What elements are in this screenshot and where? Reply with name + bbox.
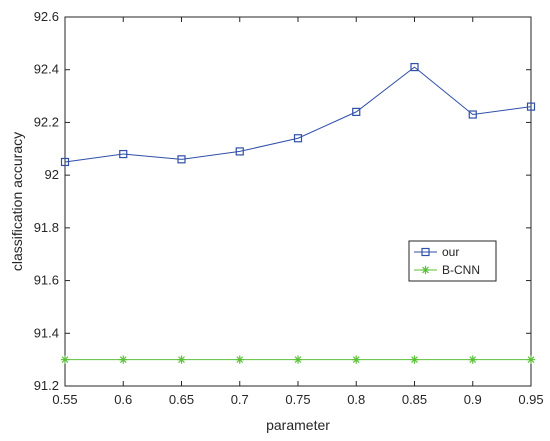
y-axis-label: classification accuracy — [9, 132, 25, 271]
x-tick-label: 0.65 — [169, 392, 194, 407]
data-point-our — [410, 62, 419, 72]
data-point-our — [60, 157, 70, 167]
legend-box — [408, 240, 497, 282]
data-point-b-cnn — [60, 355, 70, 364]
legend-marker — [421, 247, 430, 257]
data-point-b-cnn — [352, 355, 361, 364]
x-tick-label: 0.95 — [518, 392, 543, 407]
data-point-our — [177, 155, 186, 164]
x-tick-label: 0.6 — [114, 392, 132, 407]
data-point-b-cnn — [235, 355, 244, 364]
data-point-our — [235, 147, 244, 156]
data-point-our — [468, 110, 477, 119]
asterisk-stroke — [527, 356, 535, 364]
asterisk-stroke — [294, 356, 302, 364]
x-axis-label: parameter — [266, 417, 330, 433]
y-tick-label: 91.8 — [34, 220, 59, 235]
series-line-our — [64, 66, 532, 163]
asterisk-stroke — [119, 356, 127, 364]
legend-label: B-CNN — [442, 263, 480, 277]
asterisk-stroke — [61, 356, 69, 364]
x-tick-label: 0.9 — [464, 392, 482, 407]
data-point-b-cnn — [293, 355, 303, 364]
y-tick-label: 91.2 — [34, 378, 59, 393]
data-point-b-cnn — [526, 355, 536, 364]
series-layer — [60, 62, 536, 364]
y-tick-label: 91.6 — [34, 273, 59, 288]
data-point-b-cnn — [177, 355, 186, 364]
data-point-b-cnn — [468, 355, 477, 364]
data-point-our — [293, 134, 303, 143]
y-tick-label: 92.6 — [34, 9, 59, 24]
x-tick-label: 0.8 — [347, 392, 365, 407]
asterisk-stroke — [422, 266, 429, 274]
legend-label: our — [442, 245, 459, 259]
y-tick-label: 91.4 — [34, 325, 59, 340]
asterisk-stroke — [469, 356, 477, 364]
x-tick-label: 0.85 — [402, 392, 427, 407]
x-tick-label: 0.75 — [285, 392, 310, 407]
asterisk-stroke — [352, 356, 360, 364]
x-tick-label: 0.7 — [231, 392, 249, 407]
axes: 0.55 0.6 0.65 0.7 0.75 0.8 0.85 0.9 0.95 91.2 91.4… — [34, 9, 544, 407]
y-tick-label: 92 — [45, 167, 59, 182]
data-point-our — [526, 102, 536, 111]
legend: our B-CNN — [408, 240, 497, 282]
legend-marker — [421, 265, 430, 275]
data-point-our — [352, 107, 361, 116]
asterisk-stroke — [236, 356, 244, 364]
y-tick-label: 92.4 — [34, 62, 59, 77]
y-tick-label: 92.2 — [34, 114, 59, 129]
asterisk-stroke — [411, 356, 418, 364]
data-point-our — [119, 149, 128, 159]
asterisk-stroke — [178, 356, 185, 364]
data-point-b-cnn — [410, 355, 419, 364]
data-point-b-cnn — [119, 355, 128, 364]
x-tick-label: 0.55 — [52, 392, 77, 407]
